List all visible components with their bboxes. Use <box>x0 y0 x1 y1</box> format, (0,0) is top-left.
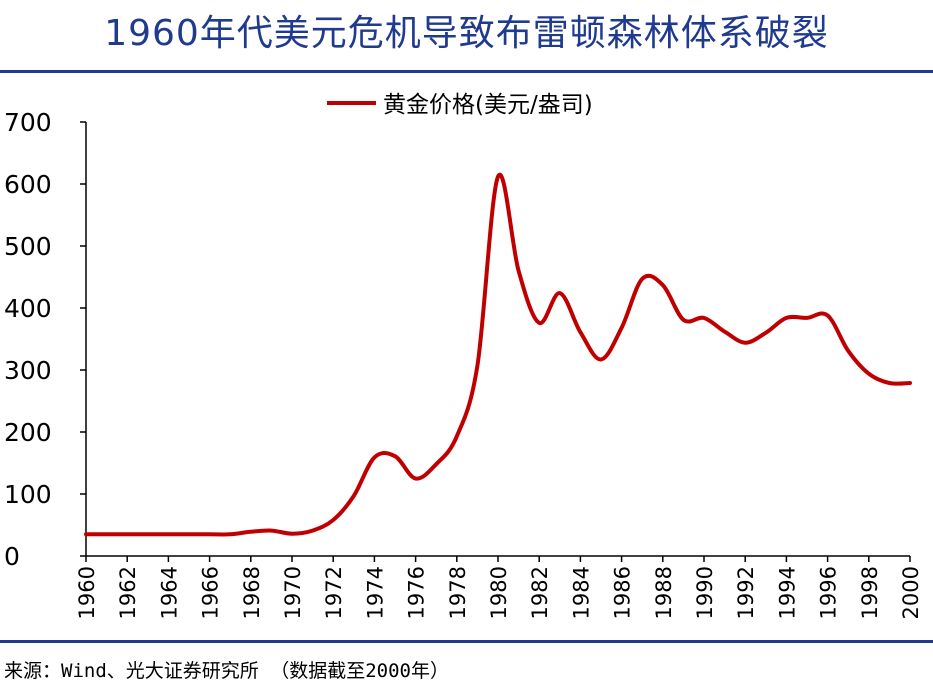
series-line-gold-price <box>84 172 912 537</box>
x-tick-label: 1988 <box>652 566 676 619</box>
y-tick-label: 200 <box>4 418 52 447</box>
x-tick-label: 1976 <box>405 566 429 619</box>
x-tick-label: 1972 <box>322 566 346 619</box>
y-tick-label: 400 <box>4 294 52 323</box>
x-tick-label: 1994 <box>775 566 799 619</box>
x-tick-label: 1986 <box>611 566 635 619</box>
x-tick-label: 1974 <box>363 566 387 619</box>
x-tick-label: 1978 <box>446 566 470 619</box>
x-tick-label: 1996 <box>817 566 841 619</box>
x-tick-label: 2000 <box>899 566 923 619</box>
x-tick-label: 1980 <box>487 566 511 619</box>
y-tick-label: 700 <box>4 108 52 137</box>
x-axis: 1960 1962 1964 1966 1968 1970 1972 1974 1976 1978… <box>75 555 923 619</box>
legend-label: 黄金价格(美元/盎司) <box>383 92 593 118</box>
legend: 黄金价格(美元/盎司) <box>327 92 593 118</box>
x-tick-label: 1982 <box>528 566 552 619</box>
y-tick-label: 500 <box>4 232 52 261</box>
y-axis: 0 100 200 300 400 500 600 700 <box>4 108 87 571</box>
x-tick-label: 1968 <box>240 566 264 619</box>
y-tick-label: 300 <box>4 356 52 385</box>
x-tick-label: 1992 <box>734 566 758 619</box>
y-tick-label: 100 <box>4 480 52 509</box>
source-note: 来源：Wind、光大证券研究所 （数据截至2000年） <box>4 660 449 682</box>
footer-divider <box>0 640 933 643</box>
y-tick-label: 600 <box>4 170 52 199</box>
x-tick-label: 1998 <box>858 566 882 619</box>
x-tick-label: 1990 <box>693 566 717 619</box>
x-tick-label: 1962 <box>116 566 140 619</box>
x-tick-label: 1960 <box>75 566 99 619</box>
y-tick-label: 0 <box>4 542 20 571</box>
page-title: 1960年代美元危机导致布雷顿森林体系破裂 <box>104 13 829 54</box>
series-layer <box>84 172 912 537</box>
x-tick-label: 1970 <box>281 566 305 619</box>
title-divider <box>0 70 933 73</box>
x-tick-label: 1964 <box>157 566 181 619</box>
x-tick-label: 1966 <box>199 566 223 619</box>
x-tick-label: 1984 <box>569 566 593 619</box>
